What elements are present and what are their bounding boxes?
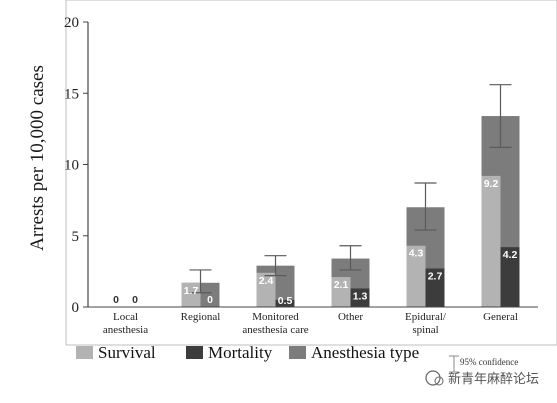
legend-swatch xyxy=(186,346,203,359)
y-tick-label: 5 xyxy=(72,229,80,245)
bar-survival xyxy=(481,175,501,307)
watermark: 新青年麻醉论坛 xyxy=(425,370,539,386)
bar-mortality xyxy=(500,247,520,307)
legend-swatch xyxy=(289,346,306,359)
y-axis: 0 5 10 15 20 xyxy=(64,15,89,316)
bar-survival xyxy=(256,272,276,307)
data-label-survival: 1.7 xyxy=(184,285,199,297)
data-label-mortality: 2.7 xyxy=(428,271,443,283)
bar-group: 2.1 1.3 xyxy=(331,245,370,307)
y-tick-label: 20 xyxy=(64,15,79,31)
legend-swatch xyxy=(76,346,93,359)
y-tick-label: 0 xyxy=(72,300,80,316)
bar-group: 1.70 xyxy=(181,269,220,307)
y-axis-label: Arrests per 10,000 cases xyxy=(27,65,48,251)
y-tick-label: 15 xyxy=(64,86,79,102)
data-label-mortality: 0 xyxy=(132,294,138,306)
data-label-mortality: 1.3 xyxy=(353,290,368,302)
legend: Survival Mortality Anesthesia type xyxy=(76,343,419,362)
x-axis-labels: Local anesthesia Regional Monitored anesthes… xyxy=(103,311,518,336)
bars: 0 01.702.40.52.11.34.32.79.24.2 xyxy=(88,84,538,308)
bar-survival xyxy=(406,245,426,307)
data-label-survival: 2.4 xyxy=(259,275,274,287)
bar-survival xyxy=(331,277,351,307)
ci-legend-label: 95% confidence xyxy=(460,357,518,367)
bar-group: 9.2 4.2 xyxy=(481,84,520,307)
watermark-logo-icon-inner xyxy=(434,376,444,386)
bar-mortality xyxy=(275,299,295,307)
data-label-survival: 4.3 xyxy=(409,248,424,260)
data-label-survival: 0 xyxy=(113,294,119,306)
ci-legend: 95% confidence xyxy=(449,355,518,373)
bar-mortality xyxy=(350,288,370,307)
x-tick-label: Local anesthesia xyxy=(103,311,148,336)
watermark-text: 新青年麻醉论坛 xyxy=(448,371,539,386)
data-label-mortality: 0.5 xyxy=(278,295,293,307)
legend-label: Mortality xyxy=(208,343,273,362)
x-tick-label: Monitored anesthesia care xyxy=(242,311,308,336)
bar-group: 2.4 0.5 xyxy=(256,255,295,307)
x-tick-label: Regional xyxy=(181,311,221,323)
legend-label: Anesthesia type xyxy=(311,343,419,362)
data-label-survival: 2.1 xyxy=(334,279,349,291)
data-label-survival: 9.2 xyxy=(484,178,499,190)
data-label-mortality: 4.2 xyxy=(503,249,518,261)
y-tick-label: 10 xyxy=(64,158,79,174)
bar-survival xyxy=(181,282,201,307)
data-label-mortality: 0 xyxy=(207,294,213,306)
watermark-logo-icon xyxy=(425,370,441,386)
bar-group: 4.3 2.7 xyxy=(406,182,445,307)
bar-mortality xyxy=(425,268,445,307)
x-tick-label: Other xyxy=(338,311,363,323)
legend-label: Survival xyxy=(98,343,156,362)
x-tick-label: Epidural/spinal xyxy=(405,311,447,336)
x-tick-label: General xyxy=(483,311,518,323)
